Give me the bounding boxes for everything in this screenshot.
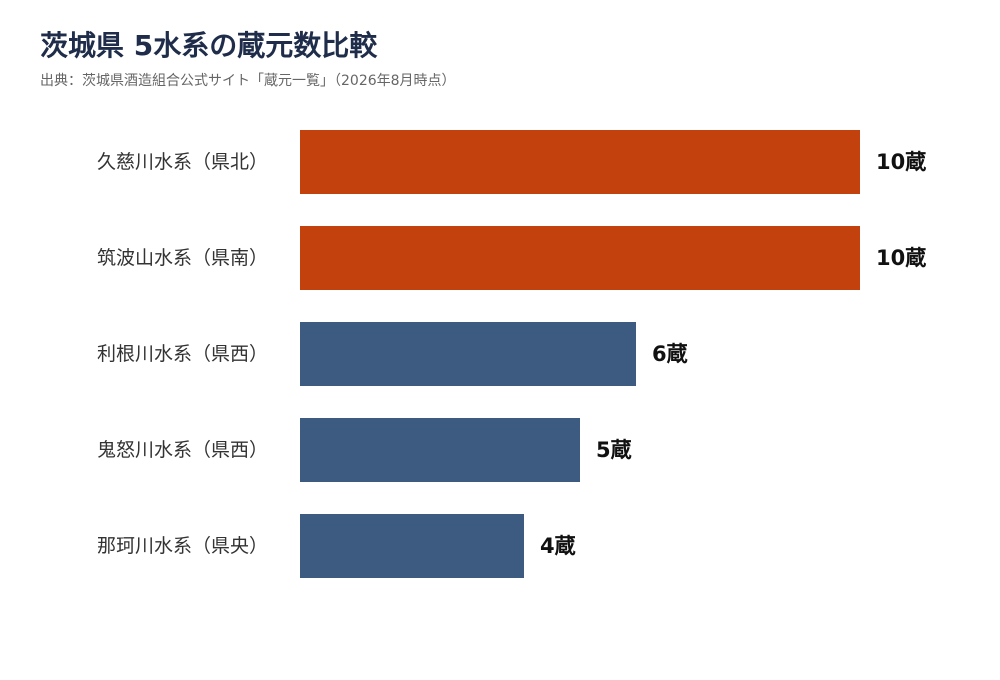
bar	[300, 514, 524, 578]
value-label: 5蔵	[596, 438, 632, 462]
bar	[300, 322, 636, 386]
chart-subtitle: 出典：茨城県酒造組合公式サイト「蔵元一覧」（2026年8月時点）	[40, 73, 456, 89]
category-label: 久慈川水系（県北）	[97, 151, 268, 173]
category-label: 那珂川水系（県央）	[97, 535, 268, 557]
bar	[300, 418, 580, 482]
category-label: 鬼怒川水系（県西）	[97, 439, 268, 461]
category-label: 筑波山水系（県南）	[97, 247, 268, 269]
bar	[300, 226, 860, 290]
bar	[300, 130, 860, 194]
value-label: 6蔵	[652, 342, 688, 366]
chart-title: 茨城県 5水系の蔵元数比較	[40, 29, 378, 62]
value-label: 4蔵	[540, 534, 576, 558]
value-label: 10蔵	[876, 150, 926, 174]
category-label: 利根川水系（県西）	[97, 343, 268, 365]
value-label: 10蔵	[876, 246, 926, 270]
